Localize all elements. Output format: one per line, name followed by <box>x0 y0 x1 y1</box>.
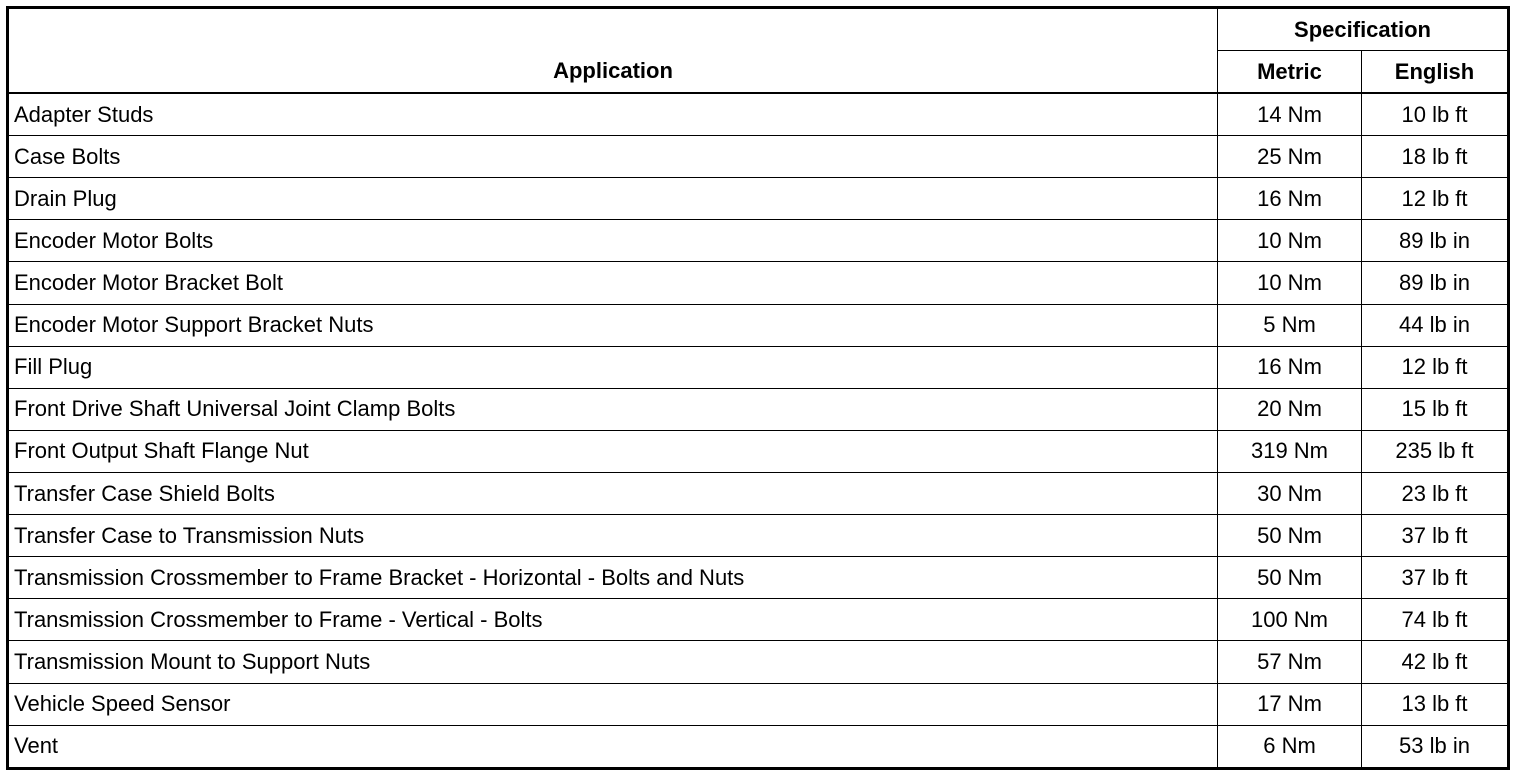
header-application: Application <box>7 7 1218 94</box>
table-row: Transfer Case to Transmission Nuts 50 Nm 3… <box>7 514 1510 558</box>
english-cell: 37 lb ft <box>1360 556 1510 600</box>
table-row: Transmission Mount to Support Nuts 57 Nm 4… <box>7 640 1510 684</box>
metric-cell: 100 Nm <box>1217 598 1362 642</box>
table-row: Transmission Crossmember to Frame Bracke… <box>7 556 1510 600</box>
application-cell: Vent <box>7 724 1218 770</box>
english-cell: 15 lb ft <box>1360 387 1510 431</box>
metric-cell: 20 Nm <box>1217 387 1362 431</box>
english-cell: 89 lb in <box>1360 261 1510 305</box>
metric-cell: 14 Nm <box>1217 92 1362 137</box>
application-cell: Adapter Studs <box>7 92 1218 137</box>
application-cell: Encoder Motor Support Bracket Nuts <box>7 303 1218 347</box>
application-cell: Transmission Crossmember to Frame - Vert… <box>7 598 1218 642</box>
application-cell: Front Drive Shaft Universal Joint Clamp … <box>7 387 1218 431</box>
table-row: Transmission Crossmember to Frame - Vert… <box>7 598 1510 642</box>
metric-cell: 16 Nm <box>1217 177 1362 221</box>
application-cell: Transmission Mount to Support Nuts <box>7 640 1218 684</box>
english-cell: 13 lb ft <box>1360 682 1510 726</box>
english-cell: 18 lb ft <box>1360 135 1510 179</box>
application-cell: Transmission Crossmember to Frame Bracke… <box>7 556 1218 600</box>
metric-cell: 5 Nm <box>1217 303 1362 347</box>
table-row: Fill Plug 16 Nm 12 lb ft <box>7 345 1510 389</box>
metric-cell: 319 Nm <box>1217 429 1362 474</box>
table-row: Encoder Motor Bolts 10 Nm 89 lb in <box>7 219 1510 263</box>
table-row: Transfer Case Shield Bolts 30 Nm 23 lb ft <box>7 471 1510 516</box>
english-cell: 53 lb in <box>1360 724 1510 770</box>
torque-spec-table: Application Specification Metric English… <box>6 6 1511 770</box>
table-row: Vehicle Speed Sensor 17 Nm 13 lb ft <box>7 682 1510 726</box>
english-cell: 44 lb in <box>1360 303 1510 347</box>
english-cell: 23 lb ft <box>1360 471 1510 516</box>
table-row: Drain Plug 16 Nm 12 lb ft <box>7 177 1510 221</box>
metric-cell: 6 Nm <box>1217 724 1362 770</box>
table-row: Encoder Motor Support Bracket Nuts 5 Nm 44… <box>7 303 1510 347</box>
header-english: English <box>1360 50 1510 94</box>
english-cell: 235 lb ft <box>1360 429 1510 474</box>
table-row: Encoder Motor Bracket Bolt 10 Nm 89 lb in <box>7 261 1510 305</box>
application-cell: Front Output Shaft Flange Nut <box>7 429 1218 474</box>
table-row: Front Output Shaft Flange Nut 319 Nm 235 l… <box>7 429 1510 474</box>
english-cell: 10 lb ft <box>1360 92 1510 137</box>
metric-cell: 10 Nm <box>1217 261 1362 305</box>
metric-cell: 50 Nm <box>1217 556 1362 600</box>
table-row: Adapter Studs 14 Nm 10 lb ft <box>7 92 1510 137</box>
application-cell: Fill Plug <box>7 345 1218 389</box>
metric-cell: 50 Nm <box>1217 514 1362 558</box>
english-cell: 42 lb ft <box>1360 640 1510 684</box>
header-metric: Metric <box>1217 50 1362 94</box>
english-cell: 89 lb in <box>1360 219 1510 263</box>
english-cell: 12 lb ft <box>1360 345 1510 389</box>
metric-cell: 30 Nm <box>1217 471 1362 516</box>
application-cell: Encoder Motor Bracket Bolt <box>7 261 1218 305</box>
header-specification: Specification <box>1216 7 1510 51</box>
english-cell: 37 lb ft <box>1360 514 1510 558</box>
metric-cell: 25 Nm <box>1217 135 1362 179</box>
metric-cell: 57 Nm <box>1217 640 1362 684</box>
metric-cell: 10 Nm <box>1217 219 1362 263</box>
metric-cell: 17 Nm <box>1217 682 1362 726</box>
application-cell: Transfer Case to Transmission Nuts <box>7 514 1218 558</box>
table-row: Front Drive Shaft Universal Joint Clamp … <box>7 387 1510 431</box>
english-cell: 74 lb ft <box>1360 598 1510 642</box>
english-cell: 12 lb ft <box>1360 177 1510 221</box>
application-cell: Transfer Case Shield Bolts <box>7 471 1218 516</box>
application-cell: Drain Plug <box>7 177 1218 221</box>
table-row: Vent 6 Nm 53 lb in <box>7 724 1510 770</box>
application-cell: Encoder Motor Bolts <box>7 219 1218 263</box>
table-row: Case Bolts 25 Nm 18 lb ft <box>7 135 1510 179</box>
metric-cell: 16 Nm <box>1217 345 1362 389</box>
application-cell: Case Bolts <box>7 135 1218 179</box>
application-cell: Vehicle Speed Sensor <box>7 682 1218 726</box>
